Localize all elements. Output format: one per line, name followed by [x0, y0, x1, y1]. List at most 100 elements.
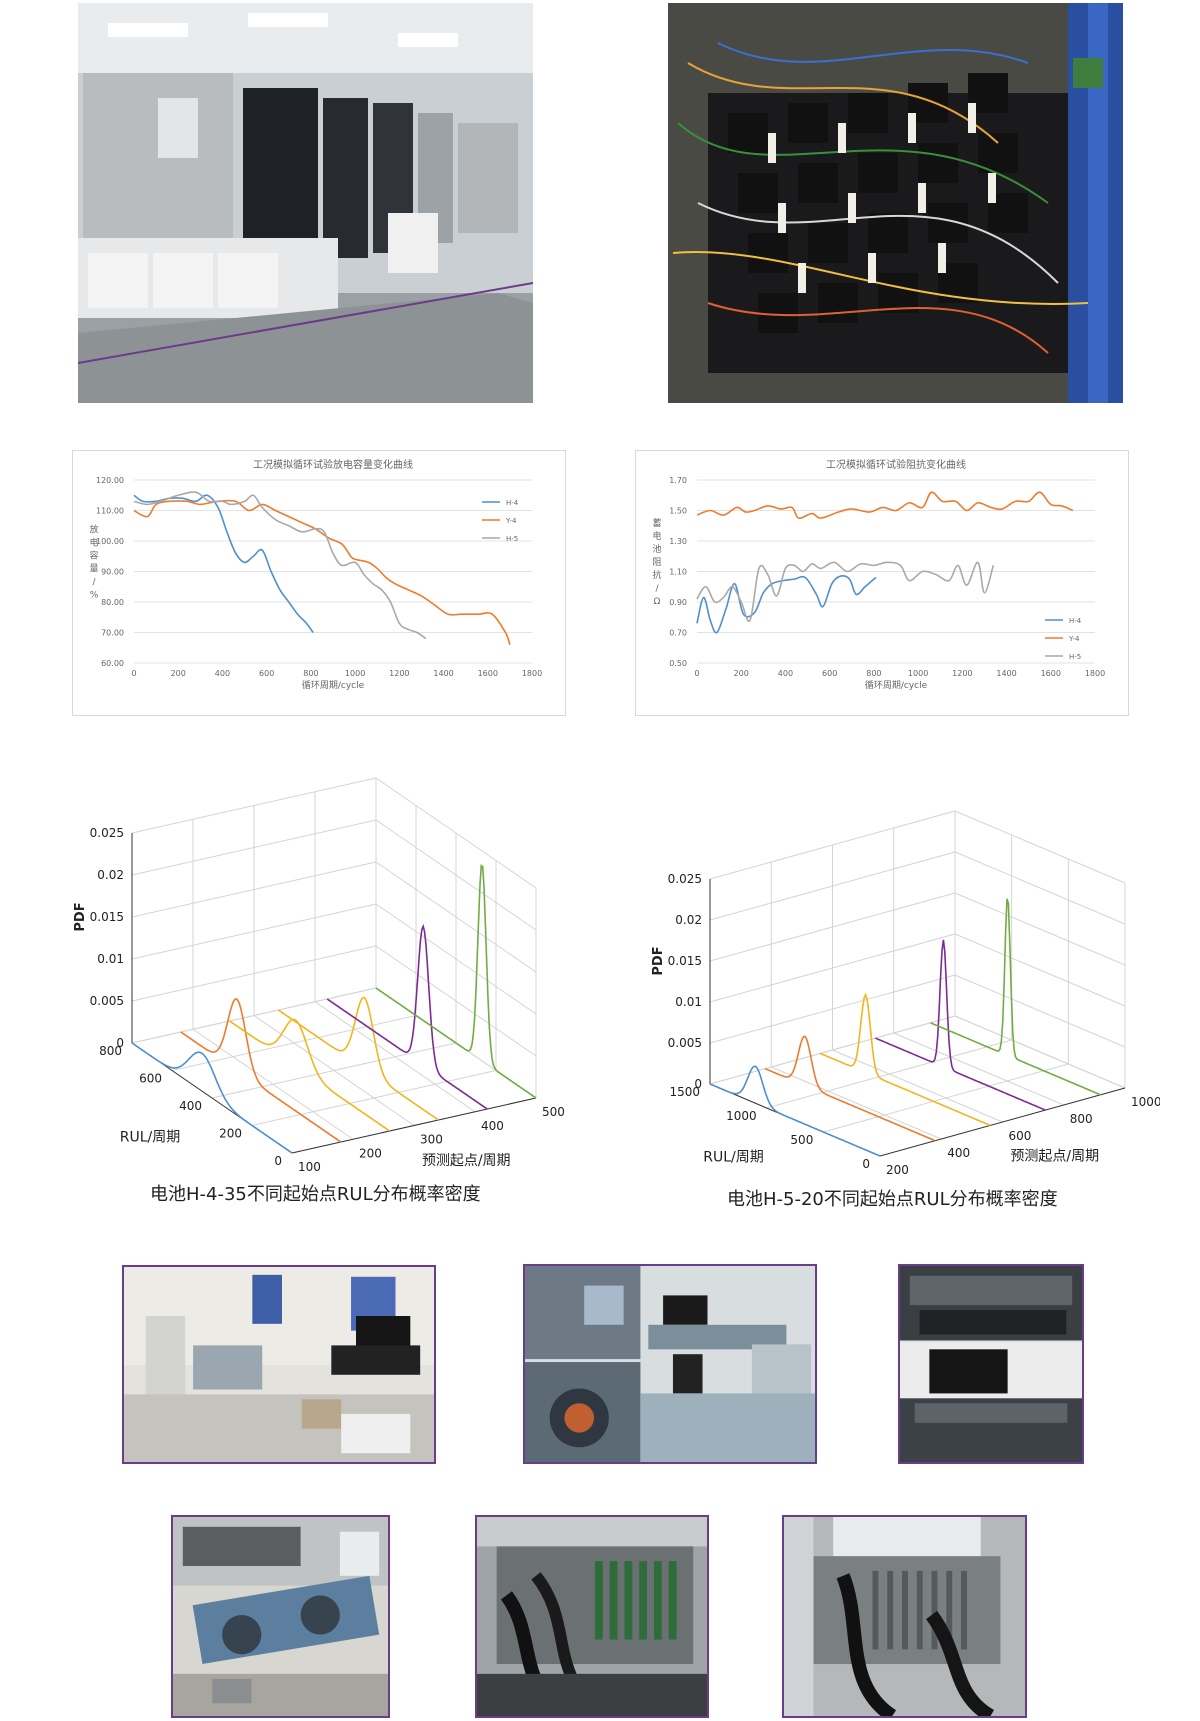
x-tick-label: 0	[131, 669, 136, 678]
caption-right: 电池H-5-20不同起始点RUL分布概率密度	[727, 1189, 1058, 1210]
y-axis-label: 蓄	[652, 517, 661, 529]
chart-frame	[635, 450, 1129, 716]
x-tick-label: 400	[947, 1146, 970, 1160]
z-tick-label: 0.02	[97, 868, 124, 882]
y-axis-label: 抗	[652, 569, 661, 581]
x-tick-label: 1400	[996, 669, 1016, 678]
x-tick-label: 200	[886, 1163, 909, 1177]
gridline	[771, 1066, 942, 1140]
y-tick-label: 70.00	[101, 629, 124, 638]
y-axis-label: %	[90, 591, 99, 601]
z-tick-label: 0.015	[668, 954, 702, 968]
pdf-curve-500	[375, 864, 537, 1099]
pdf-curve-200	[709, 1065, 881, 1157]
x-axis	[879, 1087, 1126, 1157]
x-tick-label: 200	[734, 669, 749, 678]
x-axis	[291, 1097, 537, 1154]
x-tick-label: 1400	[433, 669, 453, 678]
z-tick-label: 0	[116, 1036, 124, 1050]
z-tick-label: 0.005	[668, 1036, 702, 1050]
gridline	[954, 810, 1126, 884]
y-tick-label: 500	[790, 1133, 813, 1147]
photo-bogie-console	[523, 1264, 817, 1464]
y-tick-label: 600	[139, 1072, 162, 1086]
rul-pdf-chart-h5: 0 0.005 0.01 0.015 0.02 0.025 0 500 1000 1500 200 4…	[640, 760, 1160, 1180]
x-tick-label: 100	[298, 1160, 321, 1174]
pdf-curve-560	[819, 992, 991, 1127]
x-tick-label: 400	[778, 669, 793, 678]
z-tick-label: 0.015	[90, 910, 124, 924]
photo-bogie-frame	[171, 1515, 390, 1718]
photo-battery-wiring	[668, 3, 1123, 403]
y-tick-label: 90.00	[101, 568, 124, 577]
z-tick-label: 0.01	[97, 952, 124, 966]
y-tick-label: 0.70	[669, 629, 687, 638]
legend-label: H-5	[1069, 653, 1081, 661]
z-tick-label: 0.025	[90, 826, 124, 840]
photo-rack-cables-2	[782, 1515, 1027, 1718]
gridline	[709, 1015, 956, 1085]
capacity-chart: 60.00 70.00 80.00 90.00 100.00 110.00 120.00 0 2…	[72, 450, 566, 716]
photo-rack-cables-1	[475, 1515, 709, 1718]
z-tick-label: 0.025	[668, 872, 702, 886]
legend-label: Y-4	[1068, 635, 1080, 643]
y-axis-label: 放	[89, 524, 98, 536]
gridline	[211, 1042, 457, 1099]
z-tick-label: 0.005	[90, 994, 124, 1008]
x-axis-label: 循环周期/cycle	[865, 679, 928, 691]
y-tick-label: 0.50	[669, 659, 687, 668]
y-tick-label: 80.00	[101, 598, 124, 607]
x-tick-label: 1600	[478, 669, 498, 678]
x-tick-label: 1000	[908, 669, 928, 678]
x-tick-label: 400	[215, 669, 230, 678]
legend-label: H-4	[1069, 617, 1082, 625]
gridline	[954, 851, 1126, 925]
caption-left: 电池H-4-35不同起始点RUL分布概率密度	[150, 1184, 481, 1205]
series-line-h-5	[133, 491, 427, 640]
gridline	[251, 1070, 497, 1126]
gridline	[954, 974, 1126, 1048]
legend-label: H-5	[506, 535, 518, 543]
gridline	[832, 1049, 1003, 1123]
y-axis-label: 池	[652, 543, 661, 555]
series-line-y-4	[133, 499, 511, 645]
y-axis-label: 电	[89, 537, 98, 549]
z-axis-label: PDF	[73, 902, 88, 931]
pdf-curve-340	[277, 996, 439, 1121]
y-axis-label: Ω	[654, 597, 661, 607]
y-axis-label: 量	[89, 564, 98, 575]
x-tick-label: 800	[866, 669, 881, 678]
rul-pdf-chart-h4: 0 0.005 0.01 0.015 0.02 0.025 0 200 400 600 800 100…	[60, 760, 580, 1180]
pdf-curve-260	[229, 1018, 391, 1132]
z-tick-label: 0.01	[675, 995, 702, 1009]
photo-driver-desk	[898, 1264, 1084, 1464]
x-axis-label: 循环周期/cycle	[302, 679, 365, 691]
y-tick-label: 800	[99, 1044, 122, 1058]
x-tick-label: 1600	[1041, 669, 1061, 678]
y-axis-label: RUL/周期	[703, 1150, 764, 1166]
y-tick-label: 60.00	[101, 659, 124, 668]
x-tick-label: 800	[1070, 1112, 1093, 1126]
gridline	[954, 933, 1126, 1007]
y-axis-label: 电	[652, 530, 661, 542]
series-line-h-5	[696, 561, 995, 623]
gridline	[171, 1015, 417, 1071]
y-tick-label: 400	[179, 1099, 202, 1113]
chart-title: 工况模拟循环试验放电容量变化曲线	[253, 458, 413, 471]
pdf-curve-740	[875, 939, 1046, 1111]
x-tick-label: 1200	[389, 669, 409, 678]
y-tick-label: 100.00	[96, 537, 124, 546]
photo-lab-chambers	[78, 3, 533, 403]
legend-label: Y-4	[505, 517, 517, 525]
y-tick-label: 200	[219, 1127, 242, 1141]
photo-workshop-console	[122, 1265, 436, 1464]
y-axis-label: RUL/周期	[120, 1130, 181, 1146]
gridline	[893, 1032, 1064, 1106]
gridline	[954, 1015, 1126, 1089]
y-tick-label: 0	[862, 1157, 870, 1171]
z-tick-label: 0.02	[675, 913, 702, 927]
chart-title: 工况模拟循环试验阻抗变化曲线	[826, 458, 966, 471]
y-tick-label: 0.90	[669, 598, 687, 607]
x-tick-label: 1000	[1131, 1095, 1160, 1109]
x-tick-label: 800	[303, 669, 318, 678]
